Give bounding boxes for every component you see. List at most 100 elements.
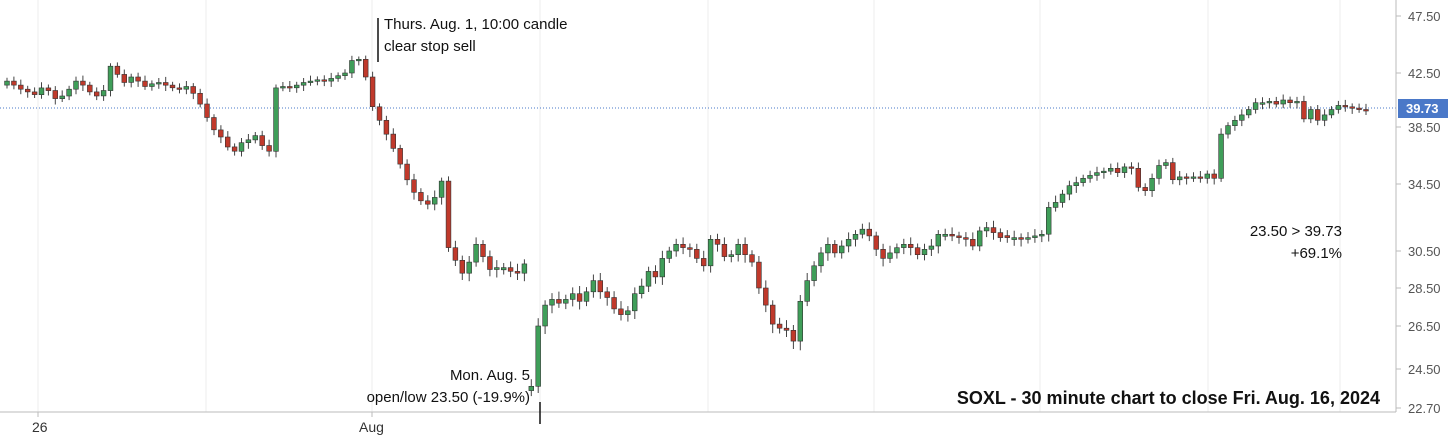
candle-up [183,86,189,90]
candle-up [901,244,907,248]
candle-up [921,249,928,256]
candle-up [466,261,472,274]
candle-down [700,258,707,267]
y-tick-label: 26.50 [1408,319,1441,334]
candle-up [1046,207,1052,235]
candle-down [211,117,217,131]
candle-down [1114,168,1121,173]
candle-up [328,78,334,82]
candle-down [390,133,396,149]
candle-up [245,139,252,144]
candle-down [611,297,617,310]
annotation-line: open/low 23.50 (-19.9%) [367,389,530,406]
y-tick-label: 42.50 [1408,66,1441,81]
candle-down [190,86,196,94]
candle-down [176,87,183,90]
candle-down [80,80,86,86]
candle-down [259,135,265,146]
candle-down [687,247,693,250]
chart-title: SOXL - 30 minute chart to close Fri. Aug… [957,388,1380,408]
candle-up [1266,101,1273,104]
candle-up [73,80,79,90]
candle-down [1197,176,1204,179]
candle-down [369,76,376,108]
candle-up [1321,114,1328,121]
candle-up [252,135,258,141]
candle-down [556,299,562,304]
annotation-line: clear stop sell [384,38,476,55]
candle-up [707,239,714,267]
candle-down [480,244,486,257]
candle-down [507,267,514,272]
candle-down [445,180,452,248]
annotation-gain: 23.50 > 39.73 +69.1% [1250,223,1342,262]
y-tick-label: 38.50 [1408,120,1441,135]
candle-up [825,244,831,254]
candle-down [459,259,465,274]
candle-down [783,327,790,331]
candle-up [1252,102,1259,110]
candle-down [1004,235,1011,238]
candle-down [832,244,838,254]
annotation-stop-sell: Thurs. Aug. 1, 10:00 candle clear stop s… [377,16,567,62]
candle-up [1280,99,1286,105]
candle-up [314,79,321,82]
candle-down [866,228,873,237]
candle-up [473,244,479,263]
candle-down [135,76,141,82]
candle-down [362,58,369,78]
candle-down [1315,109,1321,121]
annotation-line: Thurs. Aug. 1, 10:00 candle [384,16,567,33]
candle-down [383,120,390,135]
candle-down [397,148,403,165]
candle-up [1039,234,1045,237]
candle-up [845,239,852,247]
candle-down [487,256,493,270]
candle-up [1259,102,1266,105]
candle-down [604,291,610,298]
candle-up [976,230,983,247]
candle-up [1025,237,1031,240]
candle-down [163,82,169,86]
candle-up [645,271,652,287]
candle-up [59,95,65,100]
candle-down [769,304,776,325]
candle-up [156,82,162,85]
candle-up [569,293,576,300]
candle-down [376,106,383,121]
candle-up [838,245,845,254]
y-axis-ticks: 47.50 42.50 38.50 34.50 30.50 28.50 26.5… [1396,9,1441,416]
candle-up [625,310,631,315]
candle-down [52,90,59,99]
candle-up [1225,125,1231,135]
candle-down [680,244,686,248]
candle-up [590,280,597,293]
candle-up [1156,165,1162,179]
candle-down [956,235,962,238]
candle-up [66,88,72,97]
candle-down [1170,162,1176,181]
candle-up [583,291,590,302]
candle-up [1073,182,1079,187]
candle-down [763,287,769,306]
candle-down [597,280,604,293]
candle-down [411,179,417,193]
candle-down [114,65,121,75]
candle-up [1246,109,1252,116]
candle-up [983,227,990,232]
candle-up [852,234,859,240]
annotation-line: Mon. Aug. 5 [450,367,530,384]
y-tick-label: 30.50 [1408,244,1441,259]
candle-up [128,76,134,83]
candle-down [1342,105,1349,108]
candle-up [107,65,114,91]
candle-down [1135,168,1142,188]
x-tick-label: 26 [32,419,48,435]
candle-up [1087,175,1093,179]
candle-down [907,244,914,248]
candle-down [1018,237,1024,240]
candle-down [714,239,721,245]
candle-up [1163,162,1169,166]
